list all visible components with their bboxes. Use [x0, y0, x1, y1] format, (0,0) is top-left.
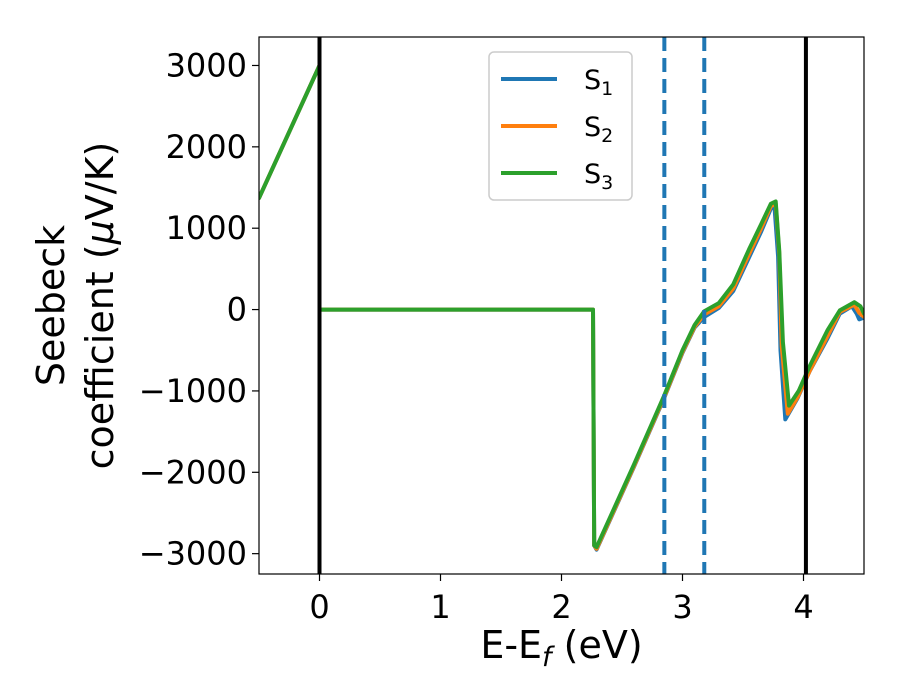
- axis-labels: E-Ef (eV) Seebeck coefficient (μV/K): [29, 142, 643, 673]
- x-tick-label: 4: [793, 588, 813, 626]
- x-tick-label: 0: [309, 588, 329, 626]
- legend-label-s3: S3: [584, 159, 613, 194]
- x-axis-label: E-Ef (eV): [480, 623, 642, 673]
- legend-box: [488, 51, 633, 201]
- y-tick-label: 3000: [166, 46, 247, 84]
- x-tick-label: 2: [551, 588, 571, 626]
- tick-layer: 0 1 2 3 4 3000 2000 1000 0 −1000 −2000 −3000: [139, 46, 814, 626]
- x-tick-label: 1: [430, 588, 450, 626]
- y-tick-label: −1000: [139, 372, 247, 410]
- plot-area: [259, 37, 864, 574]
- y-tick-label: 1000: [166, 209, 247, 247]
- legend-label-s2: S2: [584, 112, 613, 147]
- y-tick-label: −3000: [139, 535, 247, 573]
- y-tick-label: 2000: [166, 128, 247, 166]
- x-tick-label: 3: [672, 588, 692, 626]
- legend-label-s1: S1: [584, 65, 613, 100]
- y-tick-label: 0: [227, 291, 247, 329]
- series-line-s3: [259, 63, 864, 550]
- legend: S1 S2 S3: [488, 51, 633, 201]
- y-tick-label: −2000: [139, 453, 247, 491]
- y-axis-label: Seebeck coefficient (μV/K): [29, 142, 122, 470]
